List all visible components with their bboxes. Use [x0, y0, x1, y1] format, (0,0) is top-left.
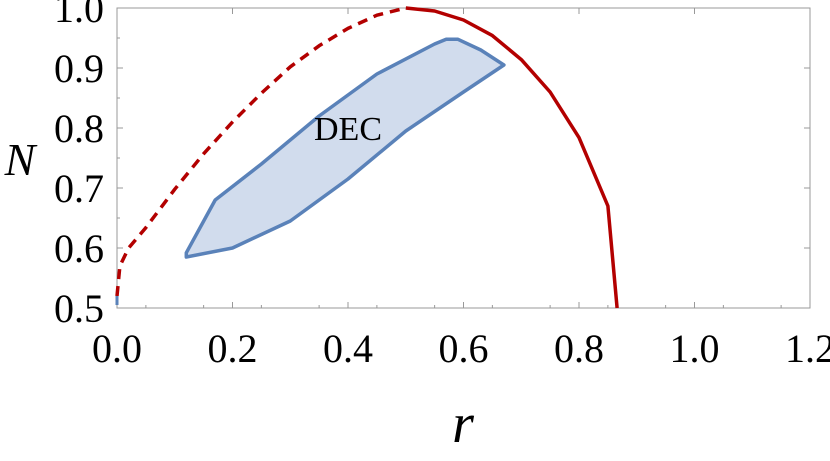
x-tick-label: 1.0	[670, 326, 720, 371]
x-axis-title: r	[452, 393, 474, 455]
y-tick-label: 0.7	[54, 166, 104, 211]
y-tick-label: 0.5	[54, 286, 104, 331]
x-tick-label: 0.2	[208, 326, 258, 371]
y-tick-label: 0.8	[54, 106, 104, 151]
x-tick-label: 1.2	[785, 326, 830, 371]
y-tick-label: 0.9	[54, 46, 104, 91]
y-axis-title: N	[4, 134, 38, 185]
x-tick-label: 0.8	[554, 326, 604, 371]
dec-region	[184, 37, 506, 259]
annotation-label: DEC	[314, 111, 382, 148]
curve-dashed	[115, 6, 407, 297]
x-tick-label: 0.4	[323, 326, 373, 371]
x-tick-label: 0.6	[439, 326, 489, 371]
x-tick-label: 0.0	[92, 326, 142, 371]
y-tick-label: 0.6	[54, 226, 104, 271]
curve-solid	[405, 6, 619, 309]
y-tick-label: 1.0	[54, 0, 104, 31]
